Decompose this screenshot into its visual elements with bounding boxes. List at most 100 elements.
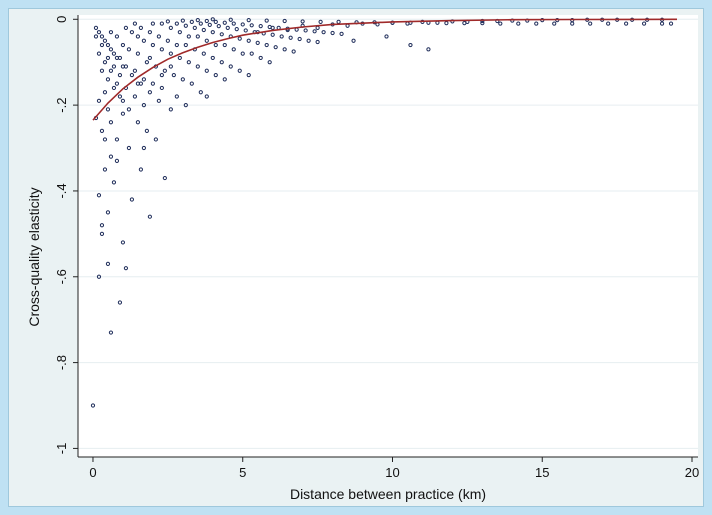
data-point xyxy=(288,35,293,40)
data-point xyxy=(111,85,117,91)
data-point xyxy=(129,30,135,35)
data-point xyxy=(144,128,149,133)
data-point xyxy=(306,38,311,43)
y-tick-label: -.2 xyxy=(54,98,69,113)
y-tick-label: -.4 xyxy=(54,183,69,198)
data-point xyxy=(159,21,164,26)
plot-area xyxy=(78,15,698,457)
data-point xyxy=(243,28,248,33)
data-point xyxy=(99,223,105,228)
data-point xyxy=(195,64,200,69)
data-point xyxy=(108,68,114,73)
data-point xyxy=(174,42,179,48)
data-point xyxy=(126,107,132,112)
data-point xyxy=(240,51,245,56)
data-point xyxy=(96,51,102,56)
data-point xyxy=(147,55,152,61)
data-point xyxy=(147,214,152,219)
data-point xyxy=(219,32,224,37)
data-point xyxy=(114,81,120,86)
data-point xyxy=(129,197,135,202)
data-point xyxy=(219,60,224,65)
data-point xyxy=(108,47,114,52)
y-tick-label: -.6 xyxy=(54,269,69,284)
data-point xyxy=(102,167,108,172)
data-point xyxy=(117,72,123,78)
data-point xyxy=(210,55,215,61)
data-point xyxy=(246,18,251,23)
data-point xyxy=(180,77,185,82)
data-point xyxy=(183,103,188,108)
data-point xyxy=(318,19,323,24)
x-tick-label: 10 xyxy=(385,465,399,480)
data-point xyxy=(198,21,203,26)
data-point xyxy=(204,68,209,73)
data-point xyxy=(99,34,105,39)
data-point xyxy=(659,21,665,26)
data-point xyxy=(204,18,209,24)
data-point xyxy=(96,30,102,35)
data-point xyxy=(138,167,143,172)
data-point xyxy=(330,30,335,36)
data-point xyxy=(123,64,129,69)
data-point xyxy=(105,77,111,82)
data-point xyxy=(90,403,96,408)
y-tick-label: -.8 xyxy=(54,355,69,370)
y-tick-label: 0 xyxy=(54,16,69,23)
data-point xyxy=(105,55,111,61)
data-point xyxy=(258,24,263,29)
data-point xyxy=(246,72,251,78)
data-point xyxy=(111,64,117,69)
data-point xyxy=(183,23,188,28)
data-point xyxy=(177,30,182,35)
data-point xyxy=(480,21,485,26)
data-point xyxy=(135,51,141,56)
data-point xyxy=(264,42,269,48)
data-point xyxy=(225,25,230,30)
data-point xyxy=(168,25,173,30)
data-point xyxy=(120,42,126,48)
x-tick-label: 5 xyxy=(239,465,246,480)
data-point xyxy=(168,64,173,69)
data-point xyxy=(315,39,320,45)
data-point xyxy=(189,19,194,24)
data-point xyxy=(300,19,305,24)
x-axis-ticks: 0 5 10 15 20 xyxy=(89,457,699,480)
data-point xyxy=(297,36,302,42)
data-point xyxy=(117,300,123,305)
fitted-curve xyxy=(92,18,678,121)
data-point xyxy=(150,42,155,48)
data-point xyxy=(156,34,161,39)
data-point xyxy=(210,17,215,22)
data-point xyxy=(162,68,167,73)
data-point xyxy=(120,111,126,116)
data-point xyxy=(144,60,149,65)
data-point xyxy=(240,22,245,27)
data-point xyxy=(132,68,138,73)
data-point xyxy=(108,154,114,159)
data-point xyxy=(195,34,200,39)
data-point xyxy=(141,103,146,108)
data-point xyxy=(174,94,179,99)
data-point xyxy=(186,34,191,39)
data-point xyxy=(114,158,120,164)
data-point xyxy=(234,27,239,32)
data-point xyxy=(132,94,138,99)
data-point xyxy=(129,72,135,78)
data-point xyxy=(273,45,278,50)
data-point xyxy=(132,21,138,26)
data-point xyxy=(147,30,152,35)
data-point xyxy=(141,145,146,151)
data-point xyxy=(147,90,152,95)
data-point xyxy=(321,30,326,35)
data-point xyxy=(237,36,242,41)
data-point xyxy=(123,266,129,271)
data-point xyxy=(165,38,170,43)
data-point xyxy=(96,193,102,198)
data-point xyxy=(267,60,272,65)
data-point xyxy=(201,51,206,56)
data-point xyxy=(588,21,593,26)
chart-frame: 0 5 10 15 20 0 -.2 -.4 -.6 -.8 -1 Distance betwee… xyxy=(8,8,704,507)
data-point xyxy=(120,240,126,245)
data-point xyxy=(249,23,254,28)
